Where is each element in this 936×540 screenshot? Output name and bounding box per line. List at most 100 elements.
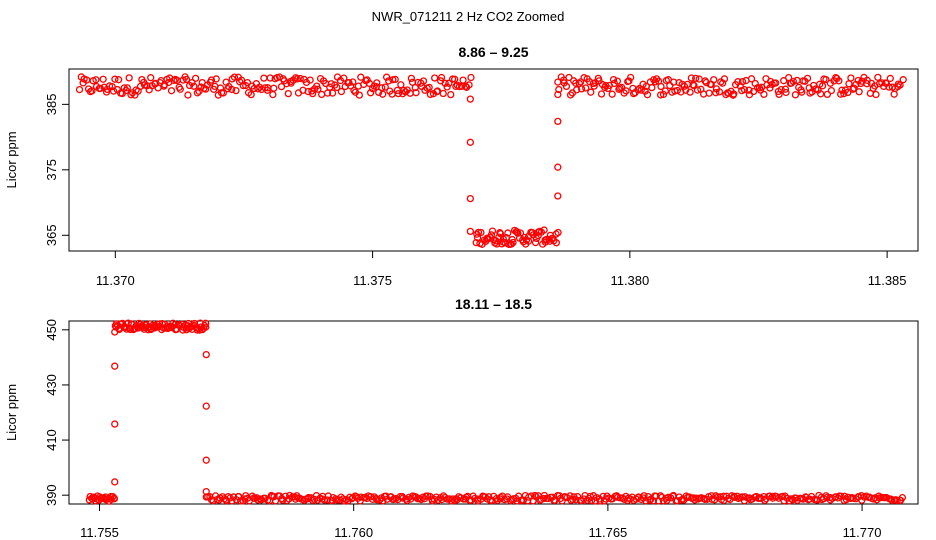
x-tick-label: 11.370 bbox=[96, 273, 135, 288]
data-point bbox=[498, 240, 506, 248]
data-point bbox=[114, 76, 123, 84]
data-point bbox=[531, 491, 539, 500]
data-point bbox=[847, 74, 855, 82]
chart-title: 18.11 – 18.5 bbox=[455, 296, 532, 312]
data-point bbox=[466, 95, 475, 103]
data-point bbox=[111, 75, 119, 83]
data-point bbox=[798, 88, 806, 96]
data-point bbox=[171, 321, 179, 329]
data-point bbox=[275, 73, 284, 81]
data-point bbox=[270, 84, 278, 92]
data-point bbox=[752, 492, 760, 501]
data-point bbox=[228, 497, 236, 505]
data-point bbox=[184, 91, 192, 99]
data-point bbox=[577, 85, 586, 93]
data-point bbox=[582, 84, 590, 92]
data-point bbox=[447, 90, 455, 99]
data-point bbox=[749, 87, 758, 96]
data-point bbox=[643, 91, 652, 99]
data-point bbox=[282, 80, 291, 88]
data-point bbox=[349, 78, 357, 86]
data-point bbox=[625, 77, 633, 85]
data-point bbox=[613, 77, 622, 85]
data-point bbox=[306, 76, 314, 84]
data-point bbox=[433, 87, 442, 95]
data-point bbox=[167, 87, 176, 95]
data-point bbox=[188, 78, 196, 87]
data-point bbox=[493, 240, 501, 248]
data-point bbox=[577, 78, 585, 86]
data-point bbox=[656, 91, 665, 99]
data-point bbox=[230, 73, 239, 81]
data-point bbox=[449, 495, 457, 503]
data-series bbox=[85, 319, 907, 505]
data-point bbox=[207, 76, 216, 84]
data-point bbox=[781, 492, 789, 500]
y-tick-label: 390 bbox=[44, 484, 59, 506]
data-point bbox=[340, 74, 348, 82]
x-tick-label: 11.385 bbox=[868, 273, 907, 288]
data-point bbox=[524, 237, 533, 245]
data-point bbox=[835, 77, 843, 85]
chart-title: 8.86 – 9.25 bbox=[458, 44, 528, 60]
data-point bbox=[401, 88, 410, 96]
data-point bbox=[823, 90, 831, 99]
data-point bbox=[562, 82, 571, 91]
data-point bbox=[552, 239, 561, 247]
data-point bbox=[844, 88, 852, 97]
data-point bbox=[531, 238, 540, 247]
data-point bbox=[761, 496, 769, 505]
data-point bbox=[327, 80, 335, 88]
plot-frame bbox=[68, 320, 919, 505]
data-point bbox=[232, 86, 240, 95]
data-point bbox=[890, 90, 898, 98]
data-point bbox=[747, 75, 756, 83]
data-point bbox=[738, 78, 747, 86]
data-point bbox=[182, 75, 191, 84]
data-point bbox=[202, 487, 210, 496]
data-point bbox=[317, 90, 326, 99]
data-point bbox=[536, 496, 544, 504]
data-point bbox=[379, 90, 387, 98]
data-point bbox=[580, 495, 588, 503]
x-tick-label: 11.380 bbox=[610, 273, 649, 288]
data-point bbox=[465, 81, 473, 89]
data-point bbox=[373, 79, 381, 87]
data-point bbox=[899, 76, 907, 84]
y-tick-label: 450 bbox=[44, 319, 59, 341]
data-point bbox=[587, 88, 595, 96]
data-point bbox=[384, 77, 393, 85]
data-point bbox=[872, 90, 880, 99]
data-point bbox=[466, 227, 475, 236]
y-tick-label: 365 bbox=[44, 224, 59, 246]
data-point bbox=[785, 497, 793, 505]
data-point bbox=[492, 495, 501, 503]
data-point bbox=[466, 194, 475, 203]
y-tick-label: 385 bbox=[44, 94, 59, 116]
data-point bbox=[202, 456, 210, 464]
data-point bbox=[254, 85, 262, 93]
y-tick-label: 410 bbox=[44, 429, 59, 451]
data-point bbox=[791, 91, 800, 99]
data-point bbox=[771, 79, 780, 87]
data-point bbox=[407, 74, 416, 83]
data-point bbox=[191, 74, 200, 82]
data-point bbox=[292, 74, 300, 82]
data-point bbox=[504, 229, 512, 237]
data-point bbox=[554, 117, 562, 126]
data-point bbox=[110, 494, 118, 502]
data-point bbox=[394, 89, 403, 98]
data-point bbox=[235, 492, 243, 501]
data-point bbox=[333, 83, 341, 92]
data-point bbox=[818, 82, 827, 90]
data-point bbox=[554, 228, 562, 237]
data-point bbox=[212, 75, 220, 83]
data-point bbox=[648, 83, 656, 92]
data-point bbox=[202, 402, 210, 410]
data-point bbox=[124, 319, 132, 327]
data-point bbox=[760, 90, 768, 98]
data-point bbox=[243, 79, 252, 87]
data-point bbox=[635, 84, 644, 93]
